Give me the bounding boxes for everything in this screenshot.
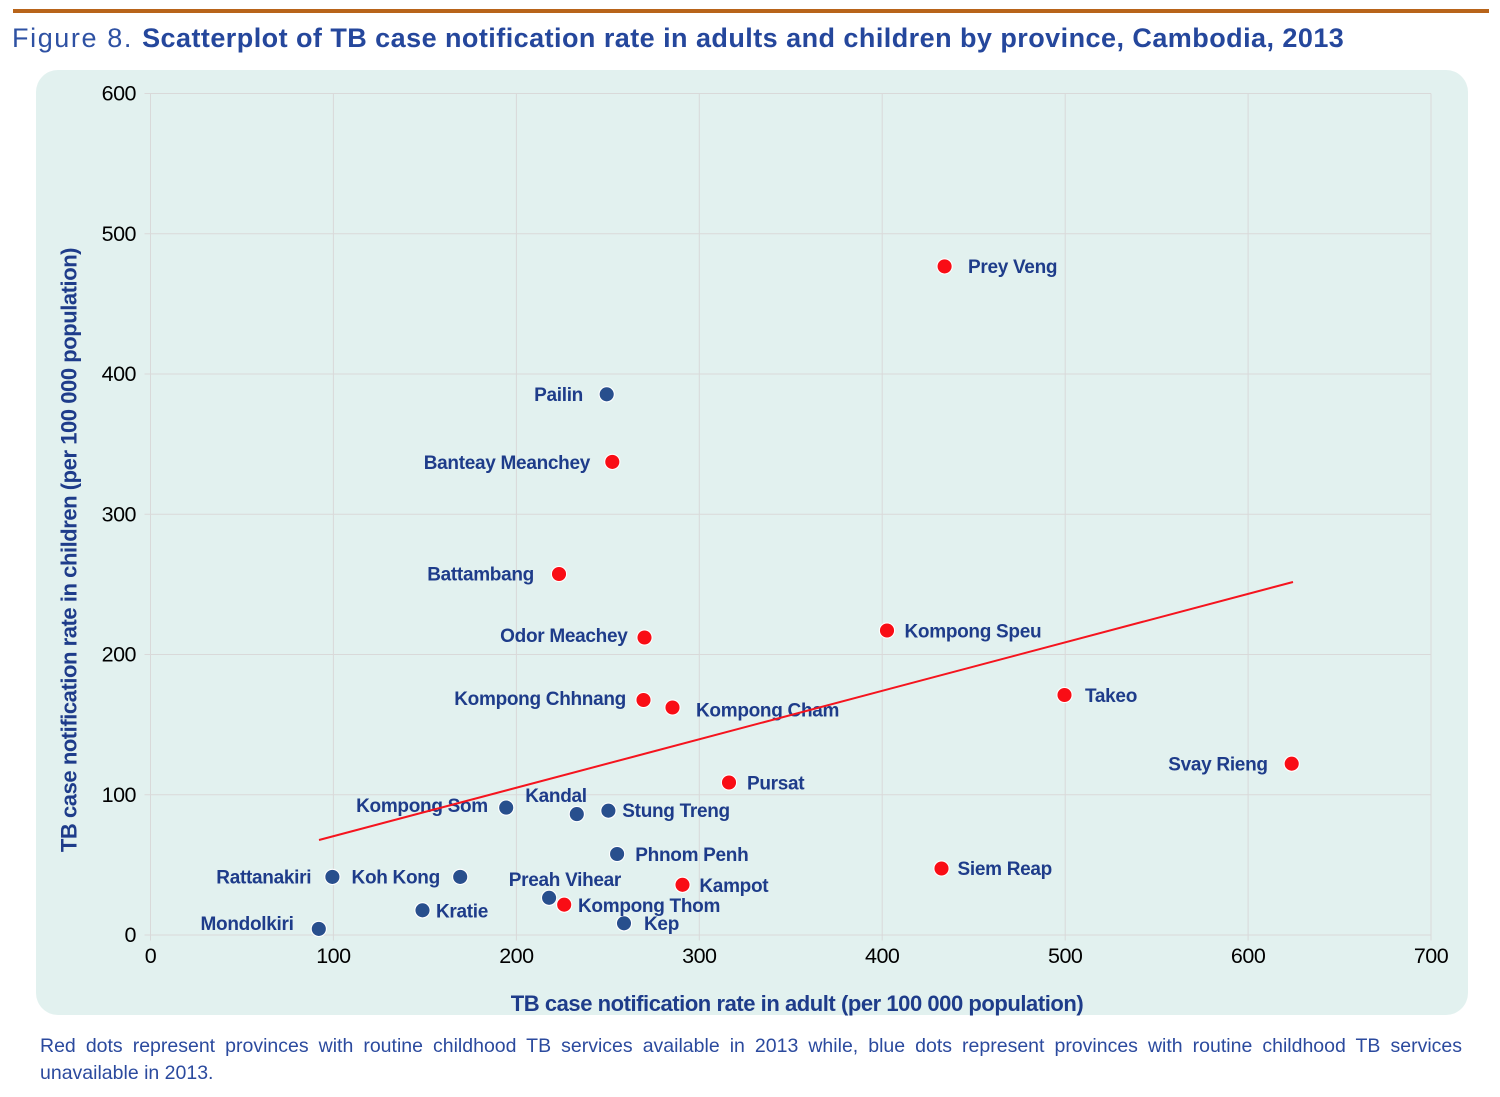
svg-text:Prey Veng: Prey Veng [968,257,1057,278]
svg-text:300: 300 [682,944,717,968]
svg-text:700: 700 [1414,944,1449,968]
svg-text:600: 600 [102,82,137,106]
svg-text:Battambang: Battambang [427,565,534,586]
svg-text:Kompong Chhnang: Kompong Chhnang [454,689,626,710]
svg-text:200: 200 [499,944,534,968]
svg-text:Preah Vihear: Preah Vihear [509,870,622,891]
svg-text:Kampot: Kampot [699,876,769,897]
svg-text:0: 0 [145,944,157,968]
svg-text:Svay Rieng: Svay Rieng [1168,755,1267,776]
svg-text:Mondolkiri: Mondolkiri [201,914,294,935]
svg-text:Pursat: Pursat [747,774,805,795]
svg-text:Kompong Cham: Kompong Cham [696,701,839,722]
svg-text:200: 200 [102,643,137,667]
svg-text:400: 400 [865,944,900,968]
svg-text:Kompong Som: Kompong Som [356,796,488,817]
svg-text:600: 600 [1231,944,1266,968]
svg-text:Kep: Kep [644,914,679,935]
svg-text:Kratie: Kratie [436,901,488,922]
svg-text:500: 500 [102,222,137,246]
svg-text:Koh Kong: Koh Kong [352,868,440,889]
svg-text:Takeo: Takeo [1085,686,1137,707]
svg-text:400: 400 [102,362,137,386]
svg-text:0: 0 [125,923,137,947]
svg-text:Kompong Thom: Kompong Thom [578,896,720,917]
svg-text:100: 100 [316,944,351,968]
svg-text:Siem Reap: Siem Reap [958,859,1052,880]
svg-text:TB case notification rate in a: TB case notification rate in adult (per … [511,991,1084,1016]
svg-text:500: 500 [1048,944,1083,968]
svg-text:Phnom Penh: Phnom Penh [635,845,748,866]
svg-text:Banteay Meanchey: Banteay Meanchey [424,453,591,474]
svg-text:TB case notification rate in c: TB case notification rate in children (p… [57,248,82,852]
svg-text:100: 100 [102,783,137,807]
svg-text:300: 300 [102,502,137,526]
svg-text:Odor Meachey: Odor Meachey [500,626,628,647]
svg-text:Pailin: Pailin [534,385,583,406]
svg-text:Kandal: Kandal [525,786,587,807]
svg-text:Stung Treng: Stung Treng [622,801,730,822]
svg-text:Kompong Speu: Kompong Speu [905,622,1042,643]
svg-text:Rattanakiri: Rattanakiri [216,868,311,889]
